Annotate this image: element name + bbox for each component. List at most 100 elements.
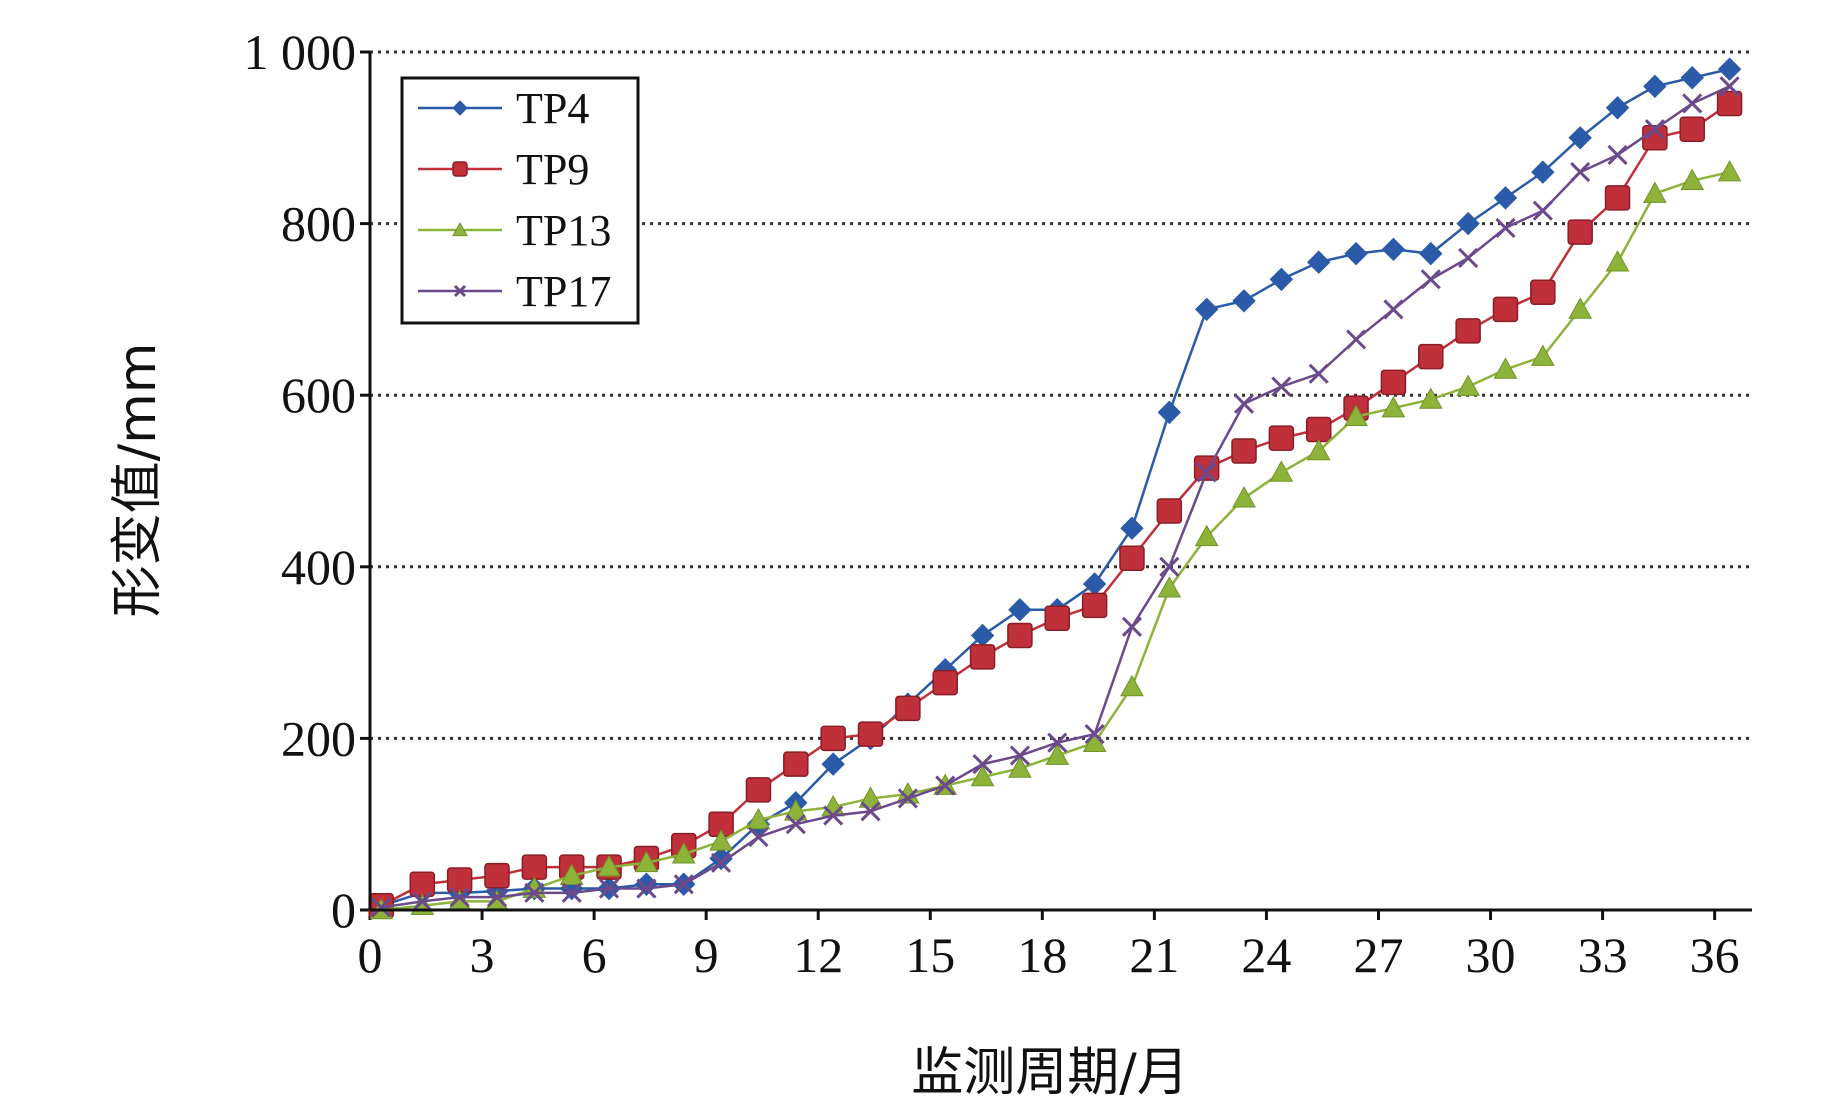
legend-marker [452, 221, 468, 237]
data-point [1269, 460, 1294, 482]
data-point [1455, 318, 1481, 344]
data-point [1344, 241, 1368, 266]
axes [368, 52, 1752, 912]
y-tick-label: 400 [281, 539, 356, 595]
data-point [1007, 622, 1033, 649]
data-point [1530, 344, 1555, 366]
data-point [1680, 168, 1705, 190]
data-point [1344, 404, 1368, 426]
data-point [1193, 455, 1220, 481]
data-point [1346, 329, 1367, 350]
data-point [1492, 296, 1519, 323]
y-tick-label: 600 [281, 367, 356, 423]
data-point [673, 874, 694, 895]
x-tick-label: 30 [1466, 927, 1516, 983]
data-point [1231, 438, 1257, 464]
data-point [932, 669, 958, 696]
data-point [1420, 269, 1441, 290]
data-point [783, 799, 808, 821]
data-point [860, 801, 881, 822]
data-point [1381, 396, 1406, 418]
legend-label: TP9 [516, 145, 589, 194]
data-point [1045, 743, 1070, 765]
data-point [371, 897, 392, 918]
data-point [1570, 162, 1591, 183]
data-point [412, 891, 433, 912]
data-point [972, 754, 993, 775]
y-tick-label: 800 [281, 196, 356, 252]
data-point [935, 775, 956, 796]
data-point [1644, 119, 1665, 140]
data-point [970, 764, 995, 787]
data-point [1605, 96, 1630, 120]
data-point [1604, 185, 1631, 211]
data-point [709, 829, 733, 851]
data-point [1493, 357, 1518, 379]
x-tick-label: 0 [358, 927, 383, 983]
x-tick-label: 18 [1017, 927, 1067, 983]
data-point [1157, 576, 1182, 598]
data-point [1044, 605, 1071, 632]
data-point [1493, 186, 1518, 210]
x-tick-label: 12 [793, 927, 843, 983]
data-point [1120, 674, 1144, 697]
data-point [1232, 486, 1256, 508]
data-point [1419, 241, 1443, 266]
legend: TP4 TP9 TP13 TP17 [400, 76, 640, 325]
data-point [1305, 416, 1332, 443]
y-tick-label: 0 [331, 882, 356, 938]
data-point [1680, 66, 1704, 90]
data-point [561, 882, 582, 903]
data-point [1418, 343, 1444, 370]
data-point [1418, 387, 1443, 409]
data-point [636, 878, 657, 899]
x-tick-label: 6 [582, 927, 607, 983]
data-point [1532, 200, 1553, 221]
data-point [1233, 393, 1255, 414]
data-point [1306, 438, 1331, 461]
x-tick-label: 24 [1241, 927, 1291, 983]
legend-label: TP4 [516, 84, 589, 133]
data-point [521, 854, 548, 880]
x-tick-label: 21 [1129, 927, 1179, 983]
data-point [486, 887, 508, 908]
data-point [1047, 732, 1068, 753]
data-point [1119, 545, 1145, 571]
data-point [1268, 425, 1295, 451]
data-point [1643, 74, 1667, 99]
y-tick-labels: 0 200 400 600 800 1 000 [244, 24, 370, 938]
data-point [783, 751, 809, 777]
data-point [746, 807, 771, 830]
x-tick-labels: 0 3 6 9 12 15 18 21 24 27 30 33 36 [358, 910, 1740, 983]
data-point [1159, 556, 1180, 577]
x-axis-title: 监测周期/月 [911, 1043, 1189, 1103]
data-point [1456, 374, 1480, 396]
data-point [1717, 160, 1742, 182]
x-tick-label: 33 [1578, 927, 1628, 983]
data-point [1456, 211, 1480, 236]
data-point [559, 863, 584, 885]
data-point [1194, 524, 1219, 547]
data-point [1605, 250, 1630, 272]
data-point [820, 725, 846, 752]
data-point [1567, 219, 1593, 245]
data-point [1568, 126, 1592, 150]
data-point [1530, 279, 1556, 305]
data-point [1008, 756, 1032, 778]
data-point [1381, 237, 1406, 262]
data-point [1495, 217, 1516, 238]
data-point [711, 852, 732, 873]
data-point [1121, 616, 1143, 637]
y-tick-label: 200 [281, 710, 356, 766]
data-point [1082, 572, 1107, 596]
data-point [897, 788, 918, 809]
data-point [969, 644, 996, 670]
data-point [823, 805, 844, 826]
data-point [1196, 462, 1217, 483]
x-tick-label: 15 [905, 927, 955, 983]
data-point [598, 878, 620, 899]
data-point [785, 814, 806, 835]
data-point [1084, 724, 1105, 745]
legend-box [400, 76, 640, 325]
